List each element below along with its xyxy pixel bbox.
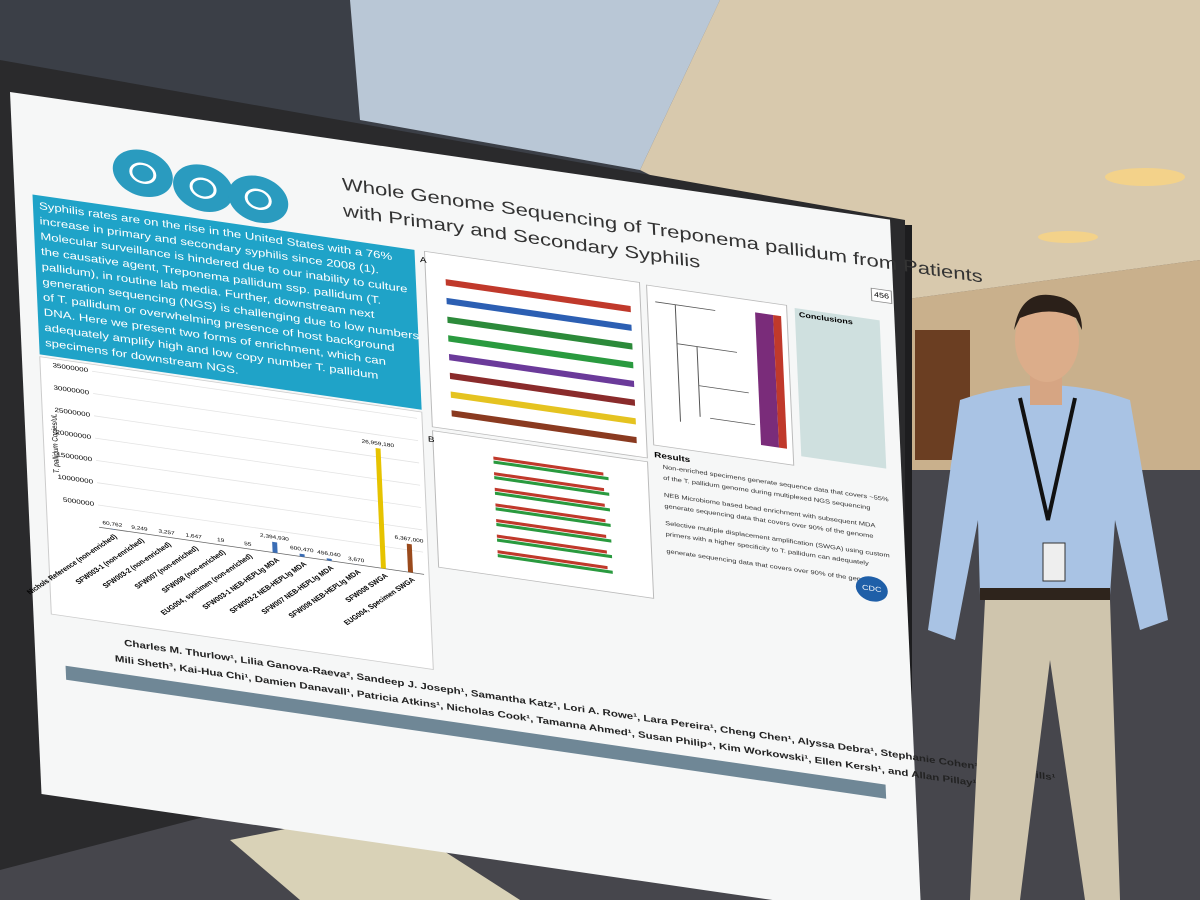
belt <box>980 588 1110 600</box>
person <box>928 294 1168 900</box>
coverage-bar <box>495 507 611 528</box>
heatmap <box>755 312 780 448</box>
icon <box>228 175 289 224</box>
grid-line <box>92 370 418 419</box>
intro-box <box>32 194 422 410</box>
ceiling-light <box>1038 231 1098 243</box>
bar <box>353 564 359 565</box>
value-label: 6,367,000 <box>395 535 425 544</box>
value-label: 60,762 <box>102 521 122 529</box>
grid-line <box>94 415 420 464</box>
icon-detail <box>244 188 272 210</box>
bar <box>299 553 305 558</box>
bar <box>326 558 332 561</box>
value-label: 26,959,180 <box>362 439 396 449</box>
hair <box>1014 294 1082 330</box>
grid-line <box>95 437 421 486</box>
coverage-track <box>446 297 632 331</box>
coverage-track <box>448 354 635 388</box>
bar <box>375 447 386 569</box>
conclusions-box <box>794 308 887 469</box>
value-label: 19 <box>217 538 224 544</box>
value-label: 9,249 <box>131 525 147 533</box>
grid-line <box>98 504 424 553</box>
icon <box>112 149 173 198</box>
trousers <box>970 600 1120 900</box>
coverage-bar <box>496 534 607 554</box>
coverage-track <box>450 391 636 425</box>
grid-line <box>93 393 419 442</box>
icon-detail <box>189 177 217 199</box>
icon <box>173 164 234 212</box>
logo-text: CDC <box>862 583 882 594</box>
bar <box>137 532 143 534</box>
icon-detail <box>129 162 157 184</box>
value-label: 3,670 <box>348 557 365 565</box>
badge <box>1042 542 1066 582</box>
bar <box>406 543 414 573</box>
poster: Whole Genome Sequencing of Treponema pal… <box>10 92 1056 905</box>
lanyard <box>1018 397 1077 521</box>
coverage-bar <box>494 472 605 492</box>
coverage-bar <box>494 491 611 512</box>
coverage-track <box>451 410 637 444</box>
grid-line <box>97 482 423 531</box>
value-label: 2,394,930 <box>260 533 290 542</box>
coverage-track <box>447 316 633 350</box>
chart-area <box>39 356 434 670</box>
coverage-bar <box>497 554 613 574</box>
coverage-bar <box>494 476 610 496</box>
coverage-track <box>445 279 631 313</box>
heatmap <box>773 315 788 449</box>
value-label: 456,040 <box>317 550 342 559</box>
coverage-bar <box>496 538 613 559</box>
coverage-bar <box>496 518 607 539</box>
affiliation-strip <box>65 665 887 799</box>
coverage-bar <box>493 460 609 481</box>
value-label: 1,647 <box>185 533 201 541</box>
value-label: 600,470 <box>290 546 315 555</box>
coverage-bar <box>496 522 612 543</box>
coverage-bar <box>493 456 604 476</box>
value-label: 3,257 <box>158 529 174 537</box>
coverage-track <box>448 335 634 369</box>
bar <box>245 548 251 550</box>
panel-label: B <box>428 434 435 444</box>
coverage-bar <box>497 550 608 570</box>
face <box>1015 298 1079 382</box>
coverage-track <box>449 372 636 406</box>
ceiling-light <box>1105 168 1185 186</box>
bar <box>218 544 224 546</box>
panel-label: A <box>420 255 427 265</box>
coverage-bar <box>494 487 605 507</box>
y-axis-label: T. pallidum Copies/uL <box>49 413 62 474</box>
value-label: 55 <box>244 542 252 548</box>
phylo-tree <box>655 301 756 426</box>
grid-line <box>96 460 422 508</box>
logo-badge <box>855 576 888 602</box>
bar <box>191 540 197 542</box>
board-number: 456 <box>874 291 890 301</box>
bar <box>110 528 116 530</box>
bar <box>164 536 170 538</box>
bar <box>272 541 278 554</box>
board-number-tag <box>870 287 893 305</box>
coverage-bar <box>495 503 606 523</box>
floor-light <box>230 810 520 900</box>
x-axis <box>99 526 425 575</box>
skylight <box>350 0 720 170</box>
